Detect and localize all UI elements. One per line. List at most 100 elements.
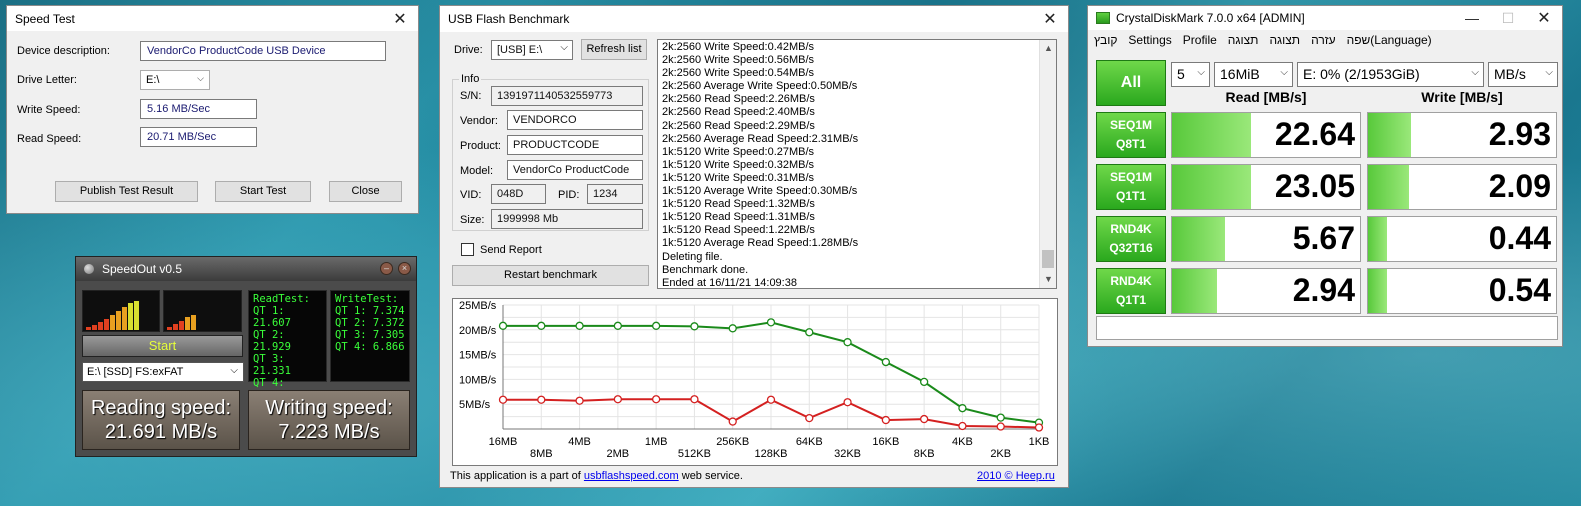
read-speed-series-point [996, 413, 1005, 422]
sn-label: S/N: [460, 90, 482, 102]
scroll-thumb[interactable] [1042, 250, 1054, 268]
drive-select[interactable]: [USB] E:\ ⌵ [491, 40, 573, 60]
close-icon[interactable]: × [398, 262, 411, 275]
maximize-icon[interactable]: ☐ [1501, 9, 1515, 26]
speed-test-titlebar: Speed Test ✕ [7, 6, 418, 31]
log-line: 2k:2560 Write Speed:0.56MB/s [662, 54, 815, 67]
test-name: SEQ1M [1109, 170, 1152, 184]
write-header: Write [MB/s] [1421, 89, 1503, 105]
write-result-cell: 2.09 [1367, 164, 1557, 210]
test-button[interactable]: RND4K Q1T1 [1096, 268, 1166, 314]
usbflashspeed-link[interactable]: usbflashspeed.com [583, 470, 679, 482]
speed-chart-svg: 5MB/s 10MB/s 15MB/s 20MB/s 25MB/s 16MB 8MB 4MB 2… [459, 300, 1049, 460]
start-test-button[interactable]: Start Test [215, 181, 311, 202]
write-speed-series-point [575, 396, 584, 405]
close-icon[interactable]: ✕ [1043, 11, 1057, 28]
device-description-label: Device description: [17, 45, 110, 57]
restart-benchmark-button[interactable]: Restart benchmark [452, 265, 649, 286]
write-speed-series-point [843, 398, 852, 407]
menu-file[interactable]: קובץ [1094, 33, 1118, 47]
pid-label: PID: [558, 189, 580, 201]
all-button[interactable]: All [1096, 60, 1166, 106]
read-test-panel: ReadTest: QT 1: 21.607 QT 2: 21.929 QT 3… [248, 290, 327, 401]
write-speed-series-point [996, 422, 1005, 431]
close-icon[interactable]: ✕ [1537, 10, 1551, 27]
close-icon[interactable]: ✕ [393, 10, 407, 28]
write-speed-field[interactable]: 5.16 MB/Sec [140, 99, 257, 119]
read-result-value: 23.05 [1274, 168, 1355, 204]
size-field[interactable]: 1999998 Mb [491, 209, 643, 229]
drive-label: Drive: [454, 44, 483, 56]
scroll-up-icon[interactable]: ▲ [1044, 43, 1053, 53]
log-scrollbar[interactable]: ▲ ▼ [1039, 40, 1056, 288]
menu-profile[interactable]: Profile [1182, 33, 1217, 47]
scroll-down-icon[interactable]: ▼ [1044, 274, 1053, 284]
start-button[interactable]: Start [82, 335, 243, 357]
pid-field[interactable]: 1234 [587, 184, 643, 204]
drive-select[interactable]: E: 0% (2/1953GiB) ⌵ [1297, 62, 1484, 87]
read-result-bar [1172, 269, 1218, 313]
x-tick-label: 64KB [796, 436, 823, 448]
menu-help[interactable]: עזרה [1311, 33, 1336, 47]
read-speed-series-point [728, 324, 737, 333]
chevron-down-icon: ⌵ [1471, 67, 1479, 78]
product-field[interactable]: PRODUCTCODE [507, 135, 643, 155]
device-description-field[interactable]: VendorCo ProductCode USB Device [140, 41, 386, 61]
size-select[interactable]: 16MiB ⌵ [1214, 62, 1293, 87]
refresh-list-button[interactable]: Refresh list [581, 39, 647, 60]
y-tick-label: 10MB/s [459, 374, 497, 386]
vendor-field[interactable]: VENDORCO [507, 110, 643, 130]
minimize-icon[interactable]: — [1465, 10, 1479, 26]
heep-link[interactable]: 2010 © Heep.ru [977, 470, 1055, 482]
test-button[interactable]: SEQ1M Q1T1 [1096, 164, 1166, 210]
sn-field[interactable]: 1391971140532559773 [491, 86, 643, 106]
speedout-titlebar: SpeedOut v0.5 [76, 257, 416, 281]
x-tick-label: 128KB [754, 448, 787, 460]
benchmark-log[interactable]: 2k:2560 Write Speed:0.42MB/s 2k:2560 Writ… [657, 39, 1057, 289]
test-button[interactable]: SEQ1M Q8T1 [1096, 112, 1166, 158]
log-lines: 2k:2560 Write Speed:0.42MB/s 2k:2560 Writ… [662, 41, 859, 288]
publish-test-result-button[interactable]: Publish Test Result [55, 181, 198, 202]
count-select[interactable]: 5 ⌵ [1171, 62, 1210, 87]
write-speed-series-point [651, 395, 661, 404]
read-result-cell: 5.67 [1171, 216, 1361, 262]
x-tick-label: 512KB [678, 448, 711, 460]
drive-letter-select[interactable]: E:\ ⌵ [140, 70, 210, 90]
app-icon [1096, 12, 1110, 24]
read-speed-label: Read Speed: [17, 133, 82, 145]
log-line: 2k:2560 Average Read Speed:2.31MB/s [662, 132, 859, 145]
read-speed-field[interactable]: 20.71 MB/Sec [140, 127, 257, 147]
model-field[interactable]: VendorCo ProductCode [507, 160, 643, 180]
menu-settings[interactable]: Settings [1128, 33, 1172, 47]
count-value: 5 [1177, 66, 1185, 82]
log-line: 2k:2560 Read Speed:2.40MB/s [662, 106, 815, 119]
unit-select[interactable]: MB/s ⌵ [1488, 62, 1558, 87]
close-button[interactable]: Close [329, 181, 402, 202]
minimize-icon[interactable]: – [380, 262, 393, 275]
write-test-line: QT 1: 7.374 [335, 305, 405, 317]
test-button[interactable]: RND4K Q32T16 [1096, 216, 1166, 262]
unit-value: MB/s [1494, 66, 1526, 82]
drive-select[interactable]: E:\ [SSD] FS:exFAT ⌵ [82, 362, 244, 382]
log-line: 1k:5120 Read Speed:1.22MB/s [662, 224, 815, 237]
read-header: Read [MB/s] [1225, 89, 1307, 105]
comment-field[interactable] [1096, 316, 1558, 340]
vid-field[interactable]: 048D [491, 184, 546, 204]
read-speed-series-point [958, 404, 967, 413]
menu-language[interactable]: שפה(Language) [1346, 33, 1432, 47]
log-line: 1k:5120 Read Speed:1.31MB/s [662, 211, 815, 224]
x-tick-label: 16MB [489, 436, 518, 448]
reading-speed-display: Reading speed: 21.691 MB/s [82, 390, 240, 450]
read-speed-series-point [919, 377, 929, 387]
x-tick-label: 4MB [568, 436, 591, 448]
speed-test-title: Speed Test [15, 11, 75, 26]
size-value: 16MiB [1220, 66, 1260, 82]
menu-view[interactable]: תצוגה [1227, 33, 1259, 47]
test-queue: Q32T16 [1109, 241, 1153, 255]
send-report-checkbox[interactable] [461, 243, 474, 256]
write-result-value: 0.54 [1488, 272, 1551, 308]
menu-theme[interactable]: תצוגה [1269, 33, 1301, 47]
crystaldiskmark-window: CrystalDiskMark 7.0.0 x64 [ADMIN] — ☐ ✕ … [1087, 5, 1563, 347]
write-speed-series-point [537, 395, 546, 404]
read-speed-series-point [651, 321, 661, 330]
